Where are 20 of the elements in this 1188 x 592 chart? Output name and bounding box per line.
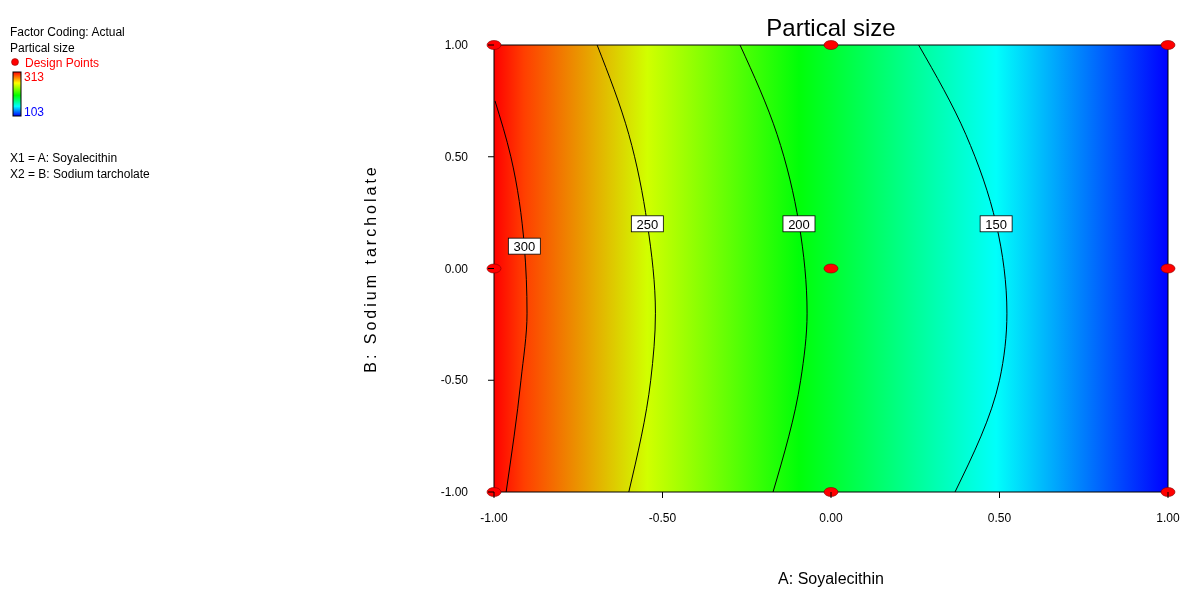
x-tick-label: 1.00 bbox=[1156, 511, 1180, 525]
text: X2 = B: Sodium tarcholate bbox=[10, 167, 151, 181]
y-tick-label: -1.00 bbox=[440, 485, 469, 499]
y-tick-label: 1.00 bbox=[444, 38, 469, 52]
x-tick-label: -0.50 bbox=[648, 511, 677, 525]
y-tick-label: 0.00 bbox=[444, 261, 469, 276]
x-tick-label: 0.00 bbox=[819, 511, 843, 525]
text: Factor Coding: Actual bbox=[10, 25, 125, 39]
legend-label: Design Points bbox=[25, 56, 100, 70]
chart-title: Partical size bbox=[766, 14, 896, 41]
color-bar-label: 313 bbox=[24, 70, 45, 84]
text: Partical size bbox=[10, 41, 76, 55]
x-tick-label: 0.50 bbox=[987, 511, 1012, 525]
text: X1 = A: Soyalecithin bbox=[10, 151, 118, 165]
y-tick-label: -0.50 bbox=[440, 373, 469, 388]
y-tick-label: 0.50 bbox=[444, 149, 469, 164]
x-axis-title: A: Soyalecithin bbox=[778, 570, 884, 587]
x-tick-label: -1.00 bbox=[480, 511, 508, 525]
color-bar-label: 103 bbox=[24, 105, 45, 119]
y-axis-title: B: Sodium tarcholate bbox=[362, 164, 379, 373]
